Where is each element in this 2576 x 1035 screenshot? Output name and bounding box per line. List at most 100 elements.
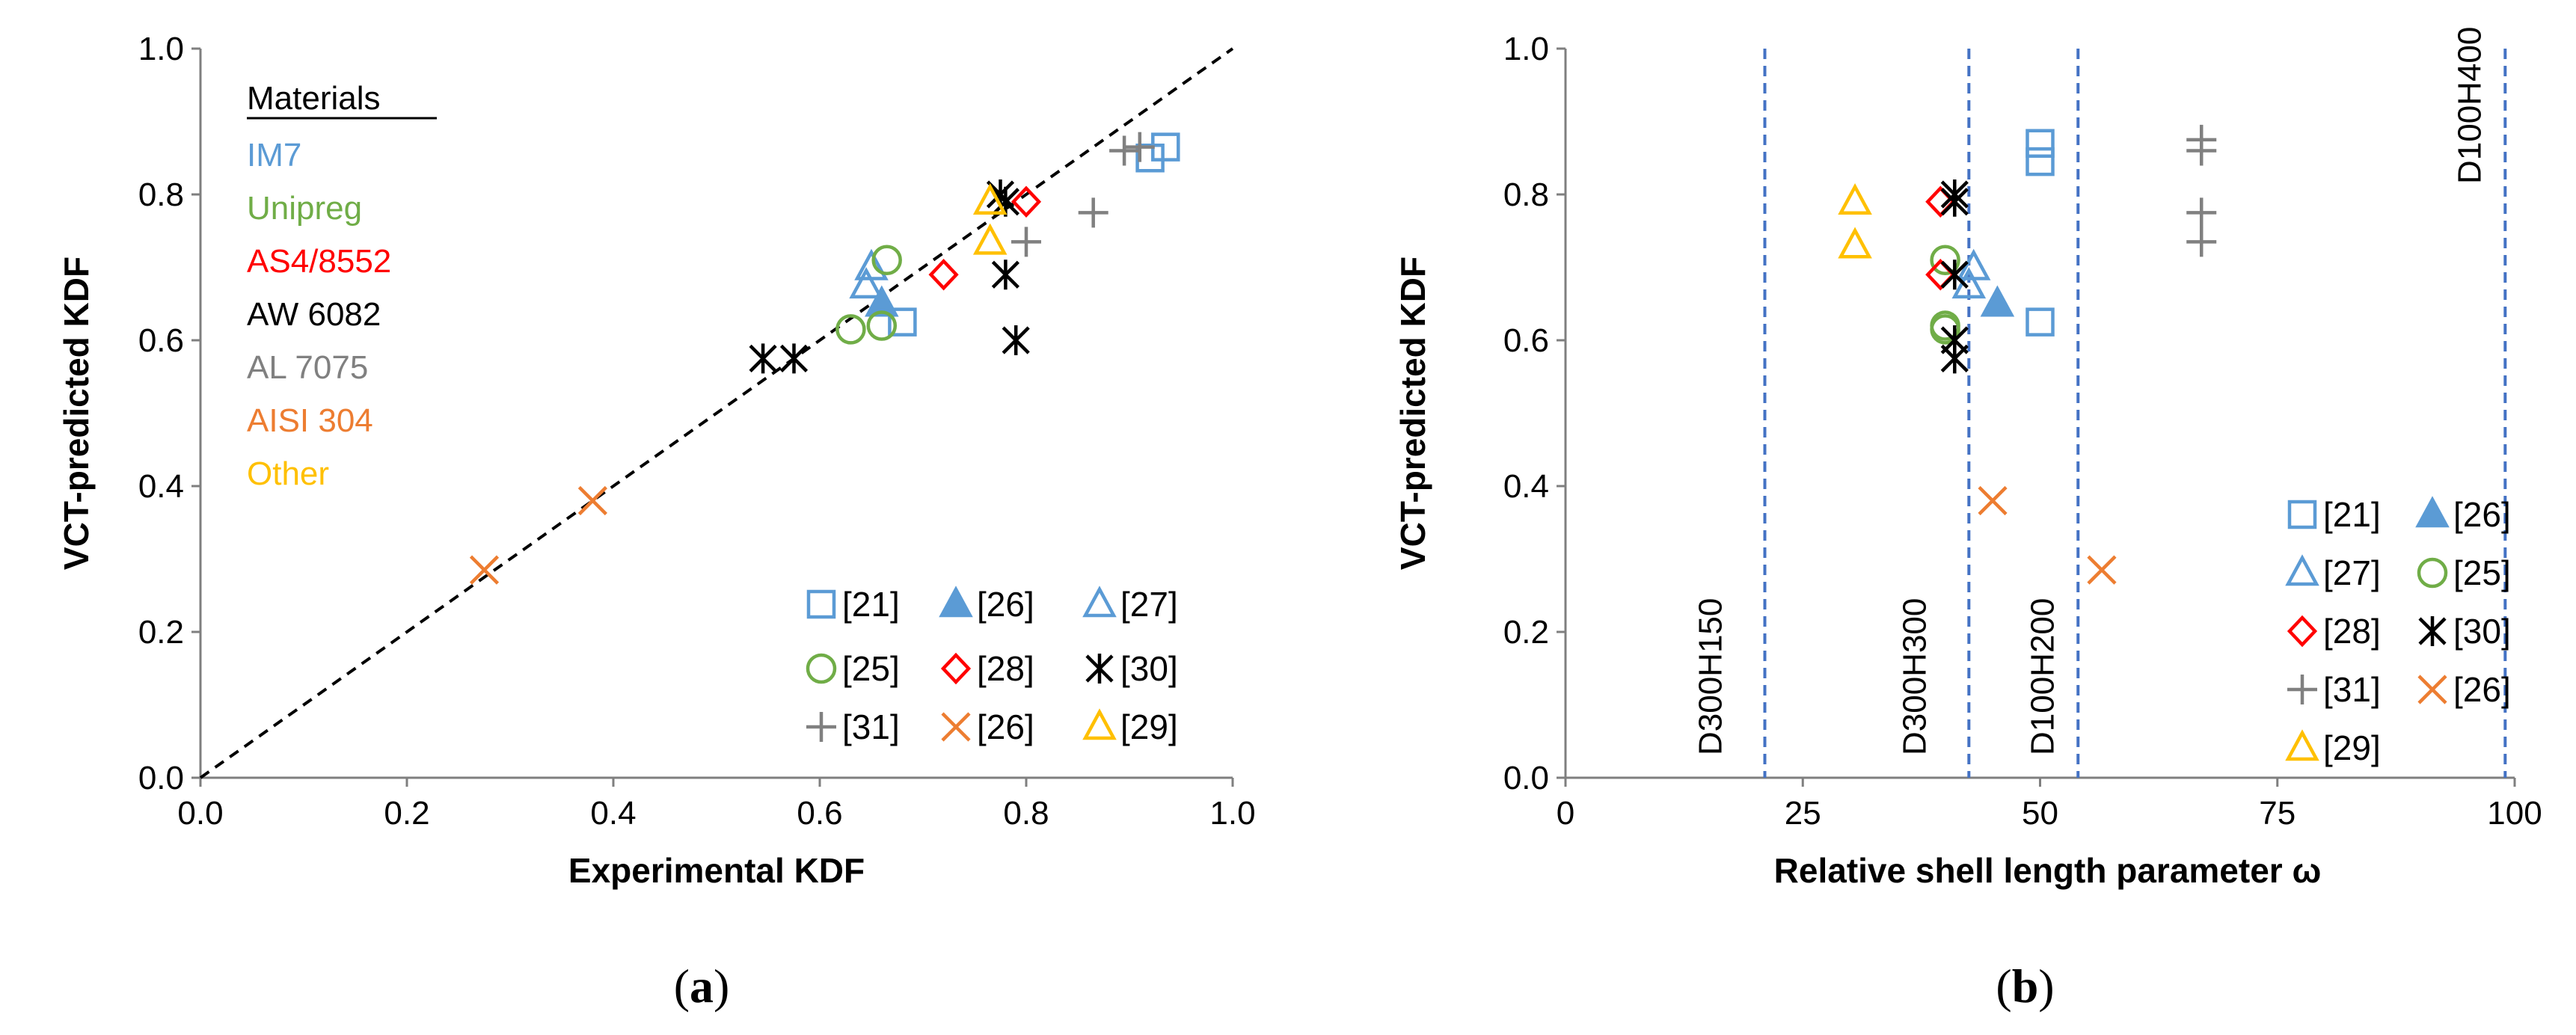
- panel-b-legend-label: [21]: [2323, 495, 2381, 534]
- panel-b-legend-label: [29]: [2323, 728, 2381, 767]
- panel-a-point-square-open: [888, 307, 917, 337]
- panel-b-legend-marker: [2418, 616, 2447, 646]
- panel-b-x-tick-label: 100: [2487, 795, 2542, 832]
- panel-a-x-tick-label: 0.8: [1003, 795, 1049, 832]
- panel-b-legend-marker: [2415, 496, 2450, 528]
- panel-a-materials-legend: Materials IM7 Unipreg AS4/8552 AW 6082 AL 70…: [247, 80, 437, 492]
- panel-b-legend-marker: [2287, 500, 2317, 529]
- panel-b-y-tick-label: 0.4: [1503, 468, 1549, 505]
- panel-a-point-circle-open: [835, 314, 866, 345]
- panel-a-point-square-open: [1135, 144, 1165, 173]
- materials-title: Materials: [247, 80, 381, 117]
- panel-b-series-legend: [21] [26] [27] [25] [28] [30] [31] [26] [29]: [2285, 495, 2511, 767]
- panel-a-point-asterisk: [1002, 325, 1030, 355]
- panel-b-legend-marker: [2287, 615, 2318, 648]
- panel-b-legend-marker: [2417, 675, 2447, 704]
- panel-a-legend-label: [21]: [842, 585, 900, 624]
- panel-a-y-tick-label: 0.0: [138, 760, 184, 796]
- panel-a-legend-marker: [939, 586, 973, 618]
- panel-a-y-tick-label: 0.8: [138, 176, 184, 213]
- panel-b-legend-label: [27]: [2323, 553, 2381, 592]
- panel-a-point-plus: [1109, 135, 1140, 166]
- panel-a-legend-label: [25]: [842, 649, 900, 688]
- panel-b-point-x: [1978, 485, 2008, 516]
- panel-a-legend-marker: [806, 589, 836, 619]
- panel-b-point-square-open: [2025, 147, 2055, 176]
- panel-a-point-asterisk: [779, 343, 809, 374]
- panel-b-vertical-line-label: D300H150: [1692, 598, 1729, 755]
- panel-a-legend-marker: [941, 712, 971, 742]
- panel-b-legend-marker: [2417, 557, 2448, 589]
- panel-a-point-triangle-open: [972, 223, 1008, 255]
- panel-a-x-tick-label: 0.0: [177, 795, 223, 832]
- panel-b-point-asterisk: [1940, 186, 1969, 217]
- panel-b-y-tick-label: 0.6: [1503, 322, 1549, 359]
- panel-b-y-tick-label: 0.8: [1503, 176, 1549, 213]
- panel-a-legend-label: [26]: [977, 707, 1034, 746]
- panel-b-y-axis-title: VCT-predicted KDF: [1393, 257, 1432, 570]
- panel-a-x-axis-title: Experimental KDF: [568, 851, 865, 890]
- panel-b-label: (b): [1996, 959, 2054, 1013]
- material-label: AISI 304: [247, 402, 373, 439]
- panel-a-legend-marker: [940, 652, 972, 685]
- panel-a-axes: 0.0 0.2 0.4 0.6 0.8 1.0 0.0 0.2 0.4 0.6 0.8 1.0: [138, 31, 1256, 832]
- panel-a-legend-label: [26]: [977, 585, 1034, 624]
- panel-b-legend-label: [30]: [2453, 612, 2511, 651]
- panel-b-point-square-open: [2025, 129, 2055, 158]
- panel-b-y-tick-label: 0.0: [1503, 760, 1549, 796]
- panel-a-point-triangle-open: [849, 267, 883, 299]
- panel-a-legend-label: [30]: [1120, 649, 1178, 688]
- panel-a-point-plus: [1011, 227, 1041, 257]
- panel-a-legend-label: [27]: [1120, 585, 1178, 624]
- panel-b-vertical-line-label: D100H200: [2024, 598, 2061, 755]
- panel-a-point-plus: [1078, 197, 1108, 228]
- material-label: Other: [247, 455, 329, 492]
- panel-a-point-plus: [1124, 132, 1155, 162]
- panel-a-y-tick-label: 1.0: [138, 31, 184, 67]
- panel-a-point-square-open: [1151, 132, 1180, 162]
- material-label: Unipreg: [247, 190, 362, 227]
- panel-a-label: (a): [674, 959, 730, 1013]
- panel-b-vertical-reference-lines: D300H150 D300H300 D100H200 D100H400: [1692, 27, 2507, 778]
- panel-b-legend-marker: [2285, 554, 2319, 586]
- material-label: IM7: [247, 137, 301, 173]
- panel-b-letter: b: [2012, 959, 2039, 1013]
- panel-b-data-points: [1838, 124, 2217, 585]
- panel-b-legend-label: [31]: [2323, 670, 2381, 709]
- panel-a-legend-label: [28]: [977, 649, 1034, 688]
- panel-a-y-tick-label: 0.6: [138, 322, 184, 359]
- panel-a-x-tick-label: 0.6: [797, 795, 842, 832]
- panel-a-legend-marker: [806, 712, 836, 742]
- panel-a-legend-label: [29]: [1120, 707, 1178, 746]
- panel-a-data-points: [469, 132, 1180, 585]
- panel-a-letter: a: [690, 959, 714, 1013]
- panel-b-point-circle-open: [1930, 245, 1960, 275]
- panel-a-series-legend: [21] [26] [27] [25] [28] [30] [31] [26] [29]: [806, 585, 1178, 746]
- panel-b-x-tick-label: 25: [1785, 795, 1821, 832]
- panel-b-x-tick-label: 75: [2259, 795, 2296, 832]
- panel-b-legend-label: [26]: [2453, 670, 2511, 709]
- panel-b-point-plus: [2186, 227, 2217, 257]
- panel-a-point-triangle-filled: [865, 285, 899, 317]
- panel-a-point-x: [469, 555, 500, 585]
- panel-b-point-square-open: [2025, 307, 2055, 337]
- panel-b-legend-label: [28]: [2323, 612, 2381, 651]
- panel-a-point-triangle-open: [972, 183, 1008, 215]
- panel-a-scatter-chart: 0.0 0.2 0.4 0.6 0.8 1.0 0.0 0.2 0.4 0.6 0.8 1.0 Mat…: [57, 31, 1256, 890]
- panel-b-legend-marker: [2285, 729, 2319, 761]
- panel-b-x-tick-label: 50: [2022, 795, 2058, 832]
- panel-a-x-tick-label: 0.2: [384, 795, 429, 832]
- material-label: AL 7075: [247, 349, 368, 386]
- panel-b-legend-label: [25]: [2453, 553, 2511, 592]
- panel-b-vertical-line-label: D300H300: [1896, 598, 1933, 755]
- panel-a-y-axis-title: VCT-predicted KDF: [57, 257, 96, 570]
- panel-b-point-plus: [2186, 197, 2217, 228]
- panel-a-x-tick-label: 1.0: [1209, 795, 1255, 832]
- panel-a-point-diamond-open: [928, 258, 959, 291]
- panel-b-y-tick-label: 1.0: [1503, 31, 1549, 67]
- panel-b-point-plus: [2186, 135, 2217, 166]
- material-label: AW 6082: [247, 296, 381, 333]
- panel-a-legend-marker: [806, 653, 837, 684]
- panel-a-point-x: [577, 485, 607, 516]
